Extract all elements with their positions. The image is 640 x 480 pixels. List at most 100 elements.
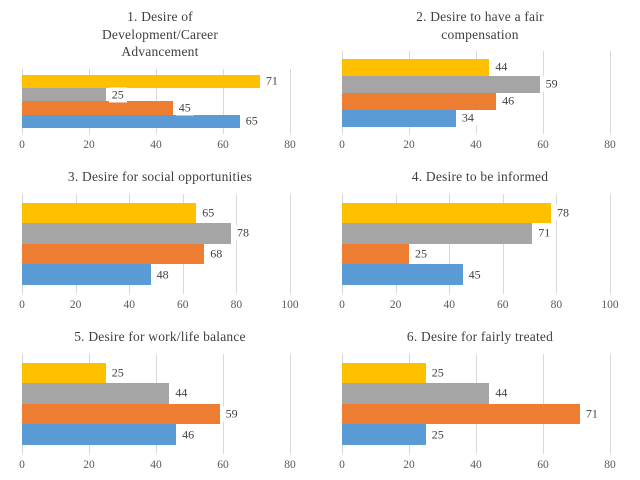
bar-yellow (342, 58, 490, 76)
chart-desire-be-informed: 4. Desire to be informed 0 20 40 60 80 100 78 7… (320, 160, 640, 320)
bar-row: 59 (22, 403, 290, 425)
bar-yellow (342, 362, 426, 384)
bar-value-label: 25 (412, 246, 430, 262)
plot-area: 0 20 40 60 80 71 25 45 65 (19, 68, 296, 151)
chart-desire-work-life-balance: 5. Desire for work/life balance 0 20 40 60 8… (0, 320, 320, 480)
bar-row: 34 (342, 109, 610, 127)
x-axis-tick-label: 60 (537, 139, 549, 151)
bar-row: 46 (342, 92, 610, 110)
bar-value-label: 45 (175, 100, 194, 116)
bar-gray (22, 223, 232, 244)
bar-row: 46 (22, 424, 290, 445)
bar-value-label: 71 (582, 406, 601, 422)
bar-value-label: 46 (179, 427, 198, 443)
x-axis-tick-label: 60 (217, 139, 229, 151)
bar-value-label: 46 (499, 93, 518, 109)
bar-gray (22, 383, 170, 404)
bar-value-label: 65 (242, 113, 261, 129)
gridline (556, 193, 558, 294)
x-axis-tick-label: 0 (339, 139, 345, 151)
bar-value-label: 25 (428, 427, 447, 443)
bar-orange (342, 403, 580, 425)
bar-value-label: 25 (108, 365, 127, 381)
x-axis-tick-label: 80 (284, 139, 296, 151)
x-axis-tick-label: 80 (550, 299, 563, 311)
x-axis-tick-label: 20 (403, 459, 415, 471)
bar-row: 25 (342, 362, 610, 384)
bar-yellow (22, 202, 197, 224)
bar-row: 59 (342, 75, 610, 93)
bar-row: 45 (22, 100, 290, 116)
x-axis-tick-label: 80 (604, 139, 616, 151)
gridline (610, 193, 611, 294)
bars-container: 25 44 59 46 (22, 362, 290, 445)
x-axis-tick-label: 20 (389, 299, 402, 311)
bar-value-label: 59 (542, 76, 561, 92)
gridline (290, 353, 291, 454)
x-axis-tick-label: 40 (470, 459, 482, 471)
gridline (610, 51, 611, 134)
x-axis-tick-label: 40 (150, 139, 162, 151)
gridline (290, 68, 291, 134)
gridline (502, 193, 504, 294)
bar-gray (342, 383, 490, 404)
bar-yellow (22, 74, 260, 88)
x-axis-tick-label: 100 (281, 299, 299, 311)
x-axis-tick-label: 60 (497, 299, 509, 311)
bar-value-label: 34 (458, 110, 477, 126)
x-axis-tick-label: 60 (537, 459, 549, 471)
bar-gray (22, 87, 106, 102)
x-axis-tick-label: 60 (177, 299, 189, 311)
bars-container: 25 44 71 25 (342, 362, 610, 445)
bar-orange (22, 243, 205, 265)
plot-area: 0 20 40 60 80 100 65 78 68 48 (19, 193, 299, 311)
bar-row: 65 (22, 113, 290, 129)
x-axis-tick-label: 80 (230, 299, 243, 311)
gridline (223, 353, 224, 454)
bar-row: 25 (22, 362, 290, 384)
plot-area: 0 20 40 60 80 25 44 59 46 (19, 353, 296, 471)
bar-row: 48 (22, 264, 290, 285)
bar-orange (22, 101, 173, 115)
bar-value-label: 48 (153, 267, 172, 283)
bar-row: 45 (342, 264, 610, 285)
x-axis-tick-label: 60 (217, 459, 229, 471)
x-axis-tick-label: 40 (470, 139, 482, 151)
chart-title: 4. Desire to be informed (411, 169, 549, 184)
x-axis-tick-label: 20 (83, 459, 95, 471)
bar-value-label: 44 (172, 385, 191, 401)
gridline (449, 193, 451, 294)
bar-value-label: 65 (199, 205, 218, 221)
bar-blue (342, 264, 463, 285)
bar-yellow (22, 362, 106, 384)
bar-row: 44 (342, 383, 610, 404)
bar-value-label: 45 (465, 267, 484, 283)
bar-value-label: 71 (535, 225, 554, 241)
bar-yellow (342, 202, 552, 224)
bar-row: 78 (22, 223, 290, 244)
bar-row: 78 (342, 202, 610, 224)
bar-row: 25 (342, 243, 610, 265)
bar-gray (342, 75, 540, 93)
bar-blue (342, 424, 426, 445)
x-axis-tick-label: 100 (601, 299, 619, 311)
bar-value-label: 71 (262, 73, 281, 89)
chart-title: 1. Desire of Development/Career Advancem… (101, 9, 219, 60)
bar-blue (22, 114, 240, 129)
bar-orange (342, 92, 497, 110)
bar-gray (342, 223, 533, 244)
x-axis-tick-label: 0 (339, 459, 345, 471)
bar-row: 44 (342, 58, 610, 76)
x-axis-tick-label: 0 (19, 299, 25, 311)
bar-row: 65 (22, 202, 290, 224)
x-axis-tick-label: 20 (83, 139, 95, 151)
bar-value-label: 44 (492, 59, 511, 75)
bar-row: 71 (22, 73, 290, 89)
chart-desire-development-career-advancement: 1. Desire of Development/Career Advancem… (0, 0, 320, 160)
bar-value-label: 59 (222, 406, 241, 422)
chart-desire-fairly-treated: 6. Desire for fairly treated 0 20 40 60 80 25… (320, 320, 640, 480)
x-axis-tick-label: 40 (443, 299, 455, 311)
bar-value-label: 44 (492, 385, 511, 401)
bars-container: 65 78 68 48 (22, 202, 290, 285)
